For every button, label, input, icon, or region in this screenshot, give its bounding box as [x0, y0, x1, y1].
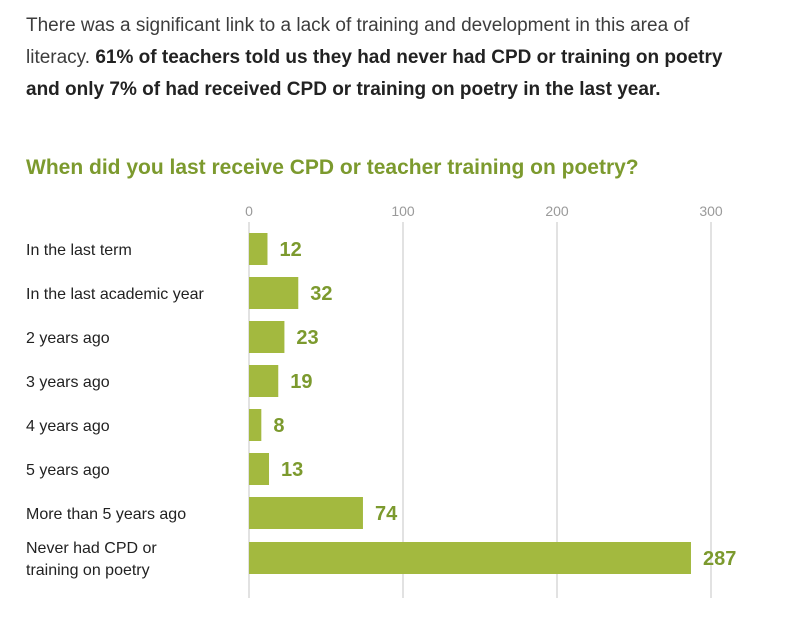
- category-label-1: In the last academic year: [26, 286, 205, 303]
- x-tick-label-3: 300: [699, 203, 723, 219]
- value-label-4: 8: [273, 415, 284, 437]
- bar-5: [249, 453, 270, 485]
- bar-6: [249, 497, 363, 529]
- value-label-0: 12: [279, 239, 301, 261]
- chart-title: When did you last receive CPD or teacher…: [26, 156, 639, 179]
- value-label-3: 19: [290, 371, 312, 393]
- bar-7: [249, 542, 691, 574]
- value-label-1: 32: [310, 283, 332, 305]
- intro-lead: There was a significant link to a lack o…: [26, 15, 690, 68]
- x-tick-label-1: 100: [391, 203, 415, 219]
- category-label-5: 5 years ago: [26, 462, 110, 479]
- value-label-2: 23: [296, 327, 318, 349]
- intro-paragraph: There was a significant link to a lack o…: [26, 10, 756, 106]
- bar-1: [249, 277, 299, 309]
- value-label-6: 74: [375, 503, 398, 525]
- category-label-6: More than 5 years ago: [26, 506, 186, 523]
- intro-bold: 61% of teachers told us they had never h…: [26, 47, 723, 100]
- category-label-0: In the last term: [26, 242, 132, 259]
- category-label-3: 3 years ago: [26, 374, 110, 391]
- bar-2: [249, 321, 285, 353]
- category-label-7: Never had CPD or training on poetry: [26, 540, 157, 579]
- bar-0: [249, 233, 268, 265]
- x-tick-label-0: 0: [245, 203, 253, 219]
- bar-3: [249, 365, 279, 397]
- value-label-7: 287: [703, 548, 736, 570]
- category-label-2: 2 years ago: [26, 330, 110, 347]
- value-label-5: 13: [281, 459, 303, 481]
- x-tick-label-2: 200: [545, 203, 569, 219]
- bar-4: [249, 409, 262, 441]
- category-label-4: 4 years ago: [26, 418, 110, 435]
